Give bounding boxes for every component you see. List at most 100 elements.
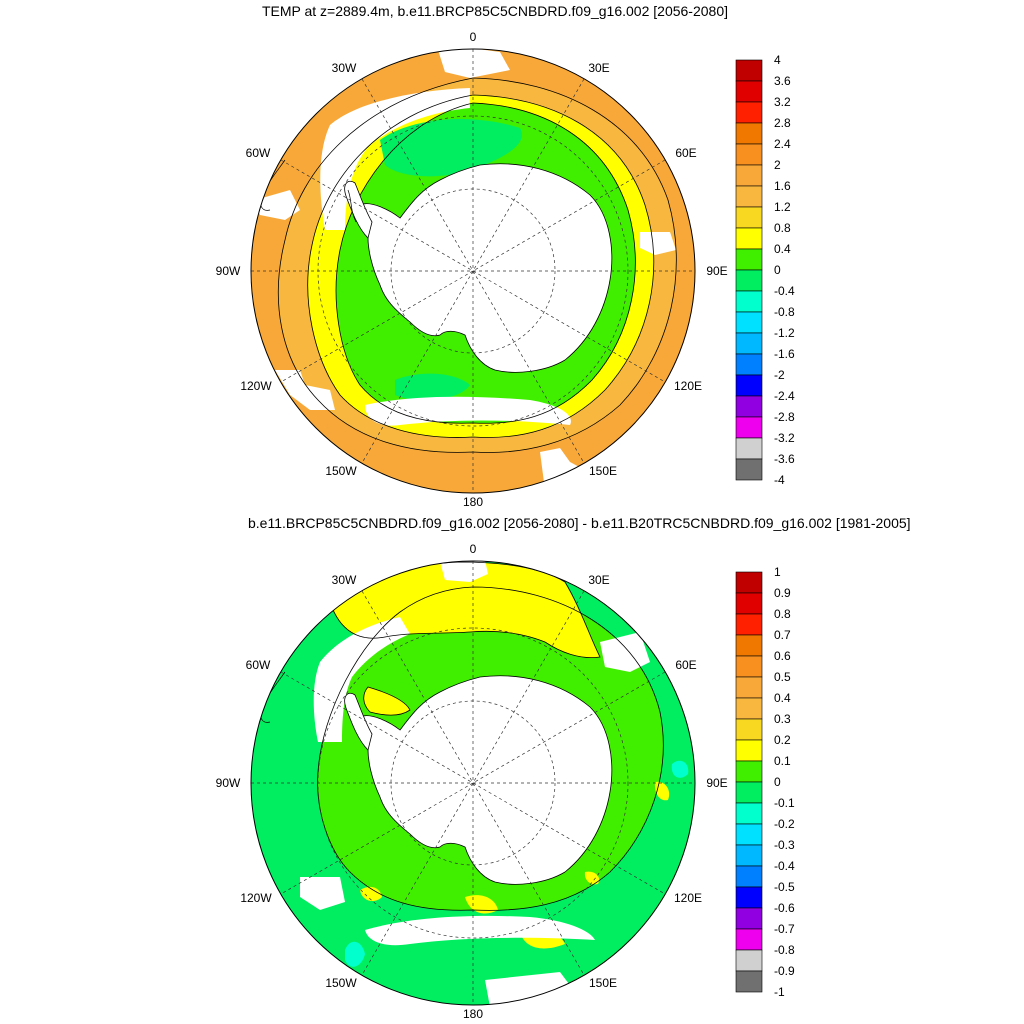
colorbar-swatch — [735, 353, 763, 376]
yellow-anomaly — [584, 871, 600, 885]
lon-label: 90E — [706, 776, 727, 790]
colorbar-swatch — [735, 865, 763, 888]
pool-weddell — [380, 118, 522, 177]
colorbar-label: 0.5 — [774, 670, 791, 684]
panel1-lon-labels: 0 30E 60E 90E 120E 150E 180 150W 120W 90W 60W 30W — [216, 30, 728, 509]
map-border — [250, 48, 696, 494]
colorbar-swatch — [735, 59, 763, 82]
colorbar-label: 0.1 — [774, 754, 791, 768]
colorbar-swatch — [735, 718, 763, 741]
lon-label: 120E — [674, 379, 702, 393]
colorbar-label: 2.8 — [774, 116, 791, 130]
colorbar-swatch — [735, 571, 763, 594]
colorbar-label: 1.2 — [774, 200, 791, 214]
colorbar-label: -0.8 — [774, 305, 795, 319]
colorbar-swatch — [735, 269, 763, 292]
colorbar-swatch — [735, 697, 763, 720]
colorbar-label: 0.9 — [774, 586, 791, 600]
missing-data-east — [640, 232, 676, 255]
colorbar-label: 1.6 — [774, 179, 791, 193]
colorbar-label: -3.6 — [774, 452, 795, 466]
panel2-lon-labels: 0 30E 60E 90E 120E 150E 180 150W 120W 90W 60W 30W — [216, 542, 728, 1021]
colorbar-swatch — [735, 907, 763, 930]
missing-data-weddell — [313, 617, 410, 742]
colorbar-swatch — [735, 206, 763, 229]
lon-label: 150W — [325, 464, 357, 478]
colorbar-swatch — [735, 395, 763, 418]
colorbar-label: -0.6 — [774, 901, 795, 915]
colorbar-label: 2.4 — [774, 137, 791, 151]
lon-label: 0 — [470, 542, 477, 556]
colorbar-label: -1.6 — [774, 347, 795, 361]
yellow-anomaly — [360, 886, 382, 902]
missing-data-north — [438, 49, 510, 78]
colorbar-label: 0.2 — [774, 733, 791, 747]
lon-label: 30E — [588, 61, 609, 75]
colorbar-swatch — [735, 332, 763, 355]
colorbar-label: 3.6 — [774, 74, 791, 88]
colorbar-swatch — [735, 122, 763, 145]
colorbar-label: 0.7 — [774, 628, 791, 642]
colorbar-swatch — [735, 416, 763, 439]
colorbar-swatch — [735, 101, 763, 124]
antarctic-peninsula — [344, 180, 373, 239]
colorbar-label: 3.2 — [774, 95, 791, 109]
colorbar-swatch — [735, 928, 763, 951]
missing-data-ross — [365, 915, 595, 946]
colorbar-swatch — [735, 374, 763, 397]
panel1-map: 0 30E 60E 90E 120E 150E 180 150W 120W 90W 60W 30W 4… — [216, 30, 795, 509]
colorbar-swatch — [735, 592, 763, 615]
colorbar-label: -4 — [774, 473, 785, 487]
colorbar-swatch — [735, 949, 763, 972]
lon-label: 150E — [589, 976, 617, 990]
colorbar-swatch — [735, 613, 763, 636]
coastline — [347, 189, 357, 223]
colorbar-label: -0.9 — [774, 964, 795, 978]
colorbar-label: 0.4 — [774, 242, 791, 256]
colorbar-label: -2 — [774, 368, 785, 382]
panel2-colorbar: 1 0.9 0.8 0.7 0.6 0.5 0.4 0.3 0.2 0.1 0 -0.1 -0.2 -0.… — [735, 565, 795, 999]
colorbar-label: -1 — [774, 985, 785, 999]
antarctic-peninsula — [344, 692, 373, 751]
colorbar-swatch — [735, 823, 763, 846]
lon-label: 120W — [240, 379, 272, 393]
colorbar-label: -0.5 — [774, 880, 795, 894]
colorbar-swatch — [735, 164, 763, 187]
panel1-colorbar: 4 3.6 3.2 2.8 2.4 2 1.6 1.2 0.8 0.4 0 -0.4 -0.8 -1.2 -… — [735, 53, 795, 487]
panel2-map: 0 30E 60E 90E 120E 150E 180 150W 120W 90W 60W 30W 1… — [216, 542, 795, 1021]
colorbar-swatch — [735, 760, 763, 783]
colorbar-label: 4 — [774, 53, 781, 67]
colorbar-swatch — [735, 781, 763, 804]
missing-data-weddell — [320, 88, 470, 230]
lon-label: 60E — [675, 658, 696, 672]
colorbar-label: 1 — [774, 565, 781, 579]
colorbar-label: -0.4 — [774, 859, 795, 873]
missing-data-sw — [275, 370, 335, 410]
cyan-pool — [345, 941, 365, 967]
panel2-field — [251, 561, 695, 1005]
graticule — [251, 561, 695, 1005]
lon-label: 0 — [470, 30, 477, 44]
contour-line — [307, 94, 655, 438]
colorbar-swatch — [735, 143, 763, 166]
panel2-title: b.e11.BRCP85C5CNBDRD.f09_g16.002 [2056-2… — [248, 515, 911, 531]
colorbar-label: -2.4 — [774, 389, 795, 403]
lon-label: 180 — [463, 495, 483, 509]
colorbar-swatch — [735, 248, 763, 271]
colorbar-label: -0.7 — [774, 922, 795, 936]
lon-label: 90W — [216, 264, 241, 278]
colorbar-label: 0 — [774, 263, 781, 277]
colorbar-label: -3.2 — [774, 431, 795, 445]
colorbar-swatch — [735, 80, 763, 103]
colorbar-label: 0.6 — [774, 649, 791, 663]
colorbar-swatch — [735, 844, 763, 867]
colorbar-label: 0.8 — [774, 607, 791, 621]
colorbar-label: -0.3 — [774, 838, 795, 852]
lon-label: 60E — [675, 146, 696, 160]
colorbar-swatch — [735, 655, 763, 678]
lon-label: 150W — [325, 976, 357, 990]
colorbar-swatch — [735, 802, 763, 825]
colorbar-swatch — [735, 311, 763, 334]
map-border — [250, 560, 696, 1006]
lon-label: 120W — [240, 891, 272, 905]
